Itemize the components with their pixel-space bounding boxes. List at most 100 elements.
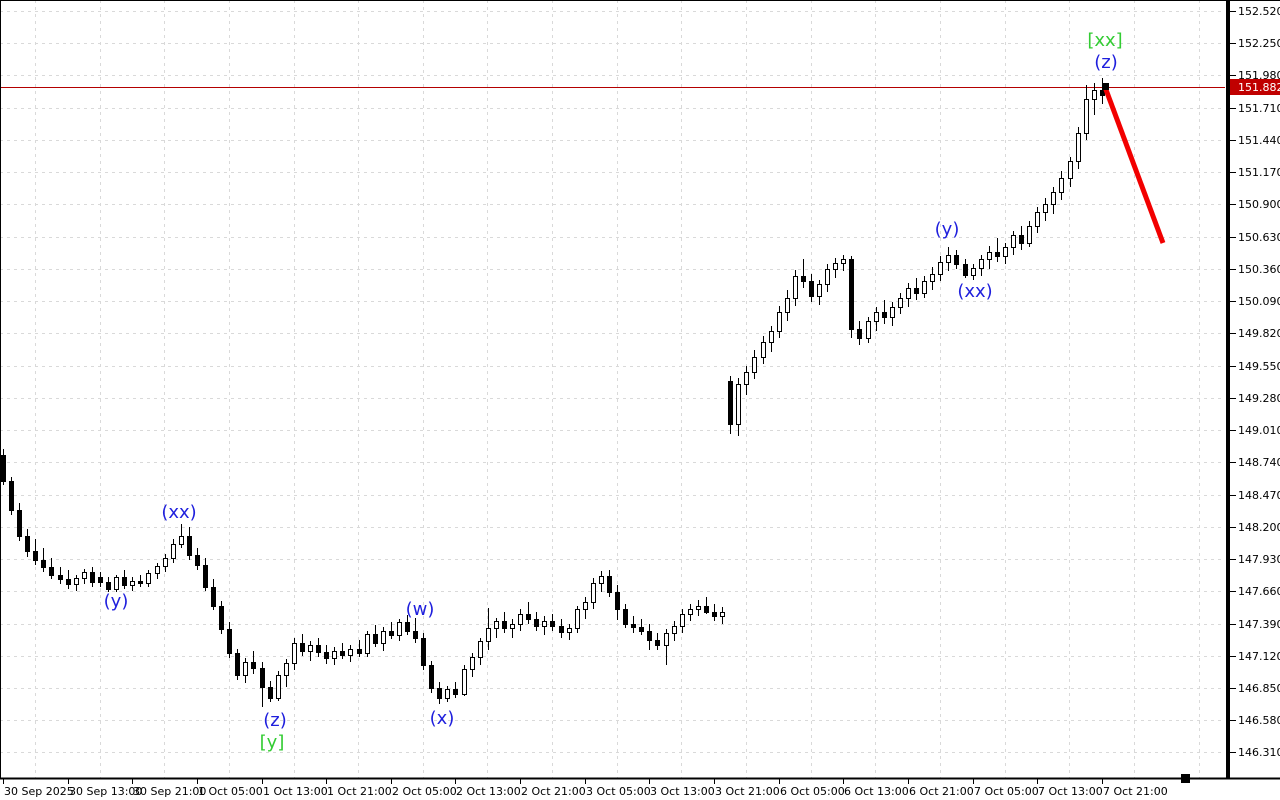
price-axis[interactable]: 152.520 152.250 151.980 151.710 151.440 151.1…: [1226, 0, 1280, 778]
candle-bearish: [106, 582, 111, 590]
candle-bearish: [502, 621, 507, 629]
price-tick-label: 149.550: [1238, 360, 1280, 373]
trend-line[interactable]: [1102, 86, 1166, 244]
wave-label[interactable]: (y): [104, 591, 129, 612]
candle-bullish: [179, 536, 184, 545]
candle-bullish: [664, 633, 669, 646]
trend-line-handle[interactable]: [1102, 83, 1109, 90]
candle-bearish: [90, 572, 95, 583]
candle-bullish: [938, 262, 943, 275]
candle-bullish: [155, 566, 160, 574]
candle-bearish: [357, 649, 362, 654]
price-tick-label: 146.310: [1238, 746, 1280, 759]
candle-bearish: [995, 252, 1000, 257]
wave-label[interactable]: [xx]: [1087, 30, 1122, 51]
candle-bearish: [122, 577, 127, 586]
price-tick-label: 148.470: [1238, 489, 1280, 502]
candle-bearish: [66, 579, 71, 585]
candle-bearish: [340, 651, 345, 656]
candle-bearish: [316, 645, 321, 653]
candle-bullish: [591, 583, 596, 603]
candle-bearish: [33, 551, 38, 561]
wave-label[interactable]: (x): [430, 708, 455, 729]
candle-bullish: [308, 645, 313, 652]
candle-bullish: [720, 612, 725, 617]
price-tick-label: 147.390: [1238, 618, 1280, 631]
candle-bearish: [195, 555, 200, 566]
candle-bearish: [559, 626, 564, 633]
candle-bullish: [599, 576, 604, 584]
candle-bullish: [1003, 247, 1008, 257]
candle-bullish: [478, 641, 483, 658]
candle-bullish: [672, 626, 677, 634]
candle-bullish: [146, 573, 151, 584]
candle-bullish: [769, 331, 774, 343]
candle-bullish: [761, 342, 766, 358]
wave-label[interactable]: (xx): [957, 281, 992, 302]
time-axis-grip[interactable]: [1181, 774, 1190, 783]
candle-bullish: [348, 649, 353, 656]
candle-bullish: [696, 606, 701, 610]
price-tick-label: 147.930: [1238, 553, 1280, 566]
candle-bullish: [171, 544, 176, 559]
candle-bullish: [833, 263, 838, 270]
candle-bearish: [138, 581, 143, 584]
time-tick-label: 7 Oct 05:00: [974, 785, 1039, 798]
candle-bullish: [898, 298, 903, 308]
candle-bearish: [1100, 90, 1105, 96]
candle-bearish: [1, 455, 6, 482]
chart-border: [0, 0, 1280, 778]
time-tick-label: 1 Oct 21:00: [327, 785, 392, 798]
candle-bullish: [1011, 235, 1016, 248]
candles: [1, 78, 1105, 707]
time-tick-label: 30 Sep 13:00: [69, 785, 142, 798]
candle-bullish: [874, 312, 879, 322]
price-tick-label: 150.090: [1238, 295, 1280, 308]
candle-bullish: [1043, 204, 1048, 213]
wave-label[interactable]: (z): [263, 710, 287, 731]
candle-bearish: [534, 619, 539, 627]
candle-bullish: [946, 255, 951, 263]
candle-bullish: [1051, 192, 1056, 205]
candle-bullish: [292, 643, 297, 664]
candle-bullish: [817, 284, 822, 297]
candle-bullish: [567, 628, 572, 633]
candle-bearish: [728, 381, 733, 425]
candle-bullish: [971, 268, 976, 276]
candle-bullish: [114, 577, 119, 590]
price-tick-label: 149.010: [1238, 424, 1280, 437]
price-tick-label: 151.710: [1238, 102, 1280, 115]
candle-bullish: [1076, 133, 1081, 162]
candle-bearish: [963, 264, 968, 276]
candle-bearish: [9, 481, 14, 511]
price-tick-label: 152.520: [1238, 5, 1280, 18]
time-tick-label: 3 Oct 13:00: [650, 785, 715, 798]
candle-bullish: [793, 276, 798, 299]
candle-bearish: [324, 652, 329, 659]
wave-label[interactable]: (y): [935, 219, 960, 240]
wave-label[interactable]: (w): [406, 599, 435, 620]
time-tick-label: 1 Oct 13:00: [263, 785, 328, 798]
price-tick-label: 146.580: [1238, 714, 1280, 727]
candle-bearish: [98, 577, 103, 583]
wave-label[interactable]: (xx): [161, 502, 196, 523]
candle-bullish: [890, 307, 895, 318]
wave-label[interactable]: (z): [1094, 52, 1118, 73]
candle-bullish: [397, 622, 402, 636]
time-tick-label: 3 Oct 21:00: [715, 785, 780, 798]
candle-bearish: [49, 567, 54, 576]
candle-bearish: [260, 668, 265, 688]
price-tick-label: 148.740: [1238, 456, 1280, 469]
candle-bearish: [857, 329, 862, 339]
price-tick-label: 152.250: [1238, 37, 1280, 50]
candle-bearish: [421, 638, 426, 666]
time-tick-label: 2 Oct 21:00: [521, 785, 586, 798]
candle-bullish: [777, 312, 782, 332]
wave-label[interactable]: [y]: [260, 732, 285, 753]
candle-bullish: [680, 614, 685, 627]
candle-bullish: [1035, 212, 1040, 227]
candle-bearish: [235, 653, 240, 676]
